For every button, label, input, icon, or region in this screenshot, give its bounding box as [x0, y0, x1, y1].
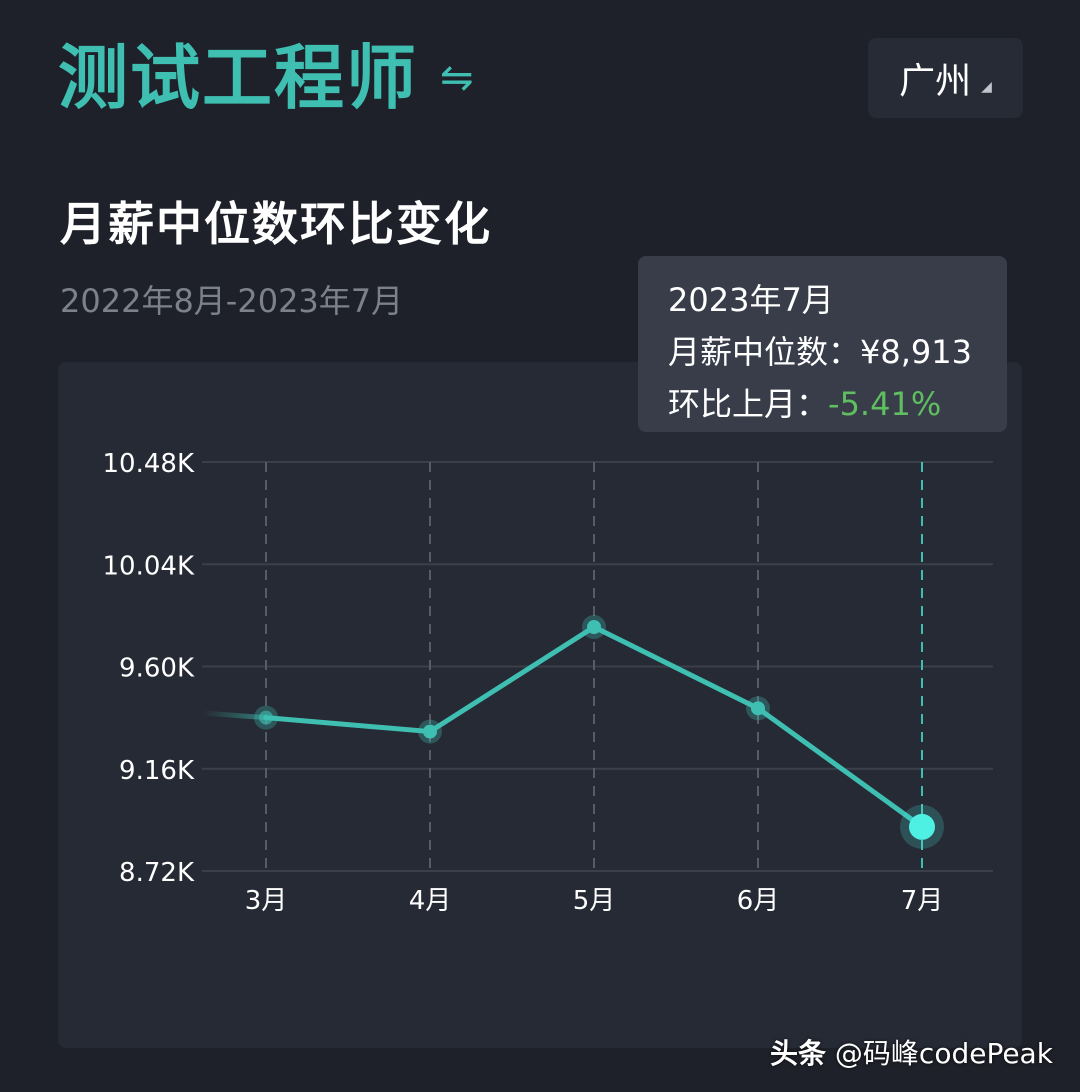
date-range: 2022年8月-2023年7月 [60, 282, 404, 320]
chart-tooltip: 2023年7月 月薪中位数：¥8,913 环比上月：-5.41% [638, 256, 1007, 432]
city-label: 广州 [899, 61, 972, 102]
x-tick-label: 3月 [245, 886, 288, 916]
x-tick-label: 5月 [573, 886, 616, 916]
lead-in-segment [201, 710, 267, 721]
city-select[interactable]: 广州 ◢ [868, 38, 1023, 118]
tooltip-median-row: 月薪中位数：¥8,913 [668, 326, 977, 378]
highlight-point [909, 813, 935, 840]
swap-icon[interactable]: ⇋ [440, 55, 476, 101]
job-title: 测试工程师 ⇋ [58, 36, 476, 120]
section-title: 月薪中位数环比变化 [60, 197, 492, 251]
line-chart[interactable]: 10.48K 10.04K 9.60K 9.16K 8.72K 3月 4月 5月 6月 7月 [58, 362, 1022, 1048]
tooltip-median-label: 月薪中位数： [668, 333, 861, 371]
watermark-handle: @码峰codePeak [834, 1037, 1053, 1070]
data-point [751, 701, 765, 716]
data-point [423, 724, 437, 739]
series-line [263, 624, 925, 830]
data-point [259, 710, 273, 725]
data-point [587, 619, 601, 634]
y-tick-label: 9.16K [119, 756, 195, 786]
tooltip-date: 2023年7月 [668, 281, 834, 319]
watermark: 头条 @码峰codePeak [770, 1032, 1053, 1072]
chart-panel: 10.48K 10.04K 9.60K 9.16K 8.72K 3月 4月 5月 6月 7月 [58, 362, 1022, 1048]
tooltip-mom-value: -5.41% [828, 385, 942, 423]
x-tick-label: 4月 [409, 886, 452, 916]
tooltip-median-value: ¥8,913 [860, 333, 972, 371]
y-tick-label: 10.04K [103, 551, 195, 581]
job-title-text: 测试工程师 [58, 37, 418, 119]
y-tick-label: 10.48K [103, 449, 195, 479]
caret-down-icon: ◢ [981, 79, 992, 95]
y-tick-label: 8.72K [119, 858, 195, 888]
tooltip-mom-label: 环比上月： [668, 385, 829, 423]
y-tick-label: 9.60K [119, 654, 195, 684]
x-tick-label: 6月 [737, 886, 780, 916]
x-tick-label: 7月 [901, 886, 944, 916]
watermark-brand: 头条 [770, 1037, 827, 1070]
tooltip-mom-row: 环比上月：-5.41% [668, 378, 977, 430]
